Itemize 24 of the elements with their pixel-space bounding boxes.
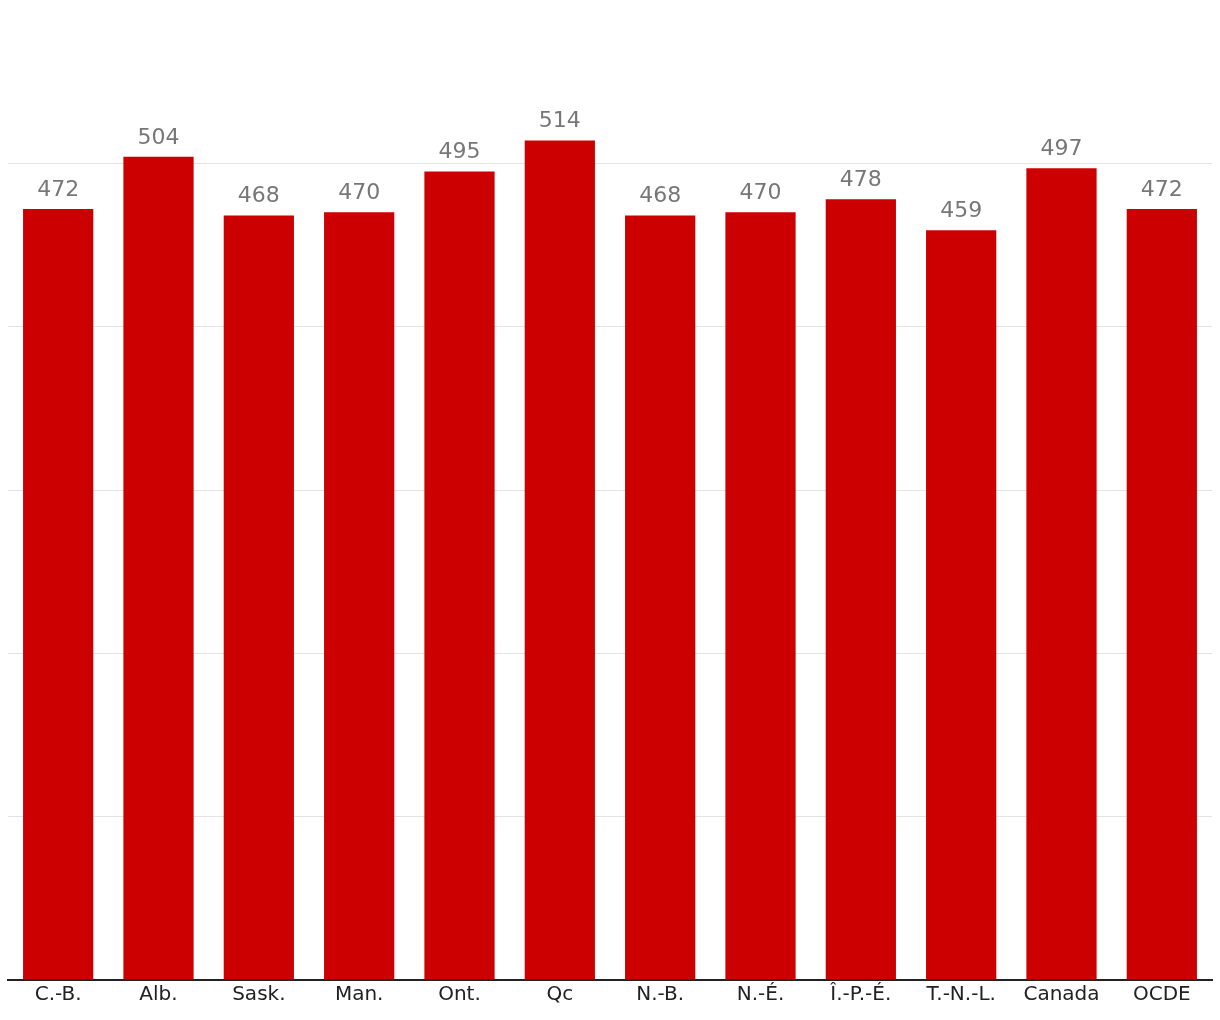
x-tick-label: N.-B. [636, 981, 685, 1006]
data-label: 514 [538, 107, 581, 133]
x-tick-label: Qc [546, 981, 574, 1006]
data-label: 459 [940, 197, 983, 223]
x-tick-label: C.-B. [34, 981, 82, 1006]
data-label: 478 [839, 165, 882, 191]
x-tick-label: Ont. [438, 981, 481, 1006]
data-label: 497 [1040, 134, 1083, 160]
data-label: 472 [37, 175, 80, 201]
x-tick-label: OCDE [1132, 981, 1191, 1006]
data-label: 504 [137, 123, 180, 149]
data-label: 470 [338, 179, 381, 205]
x-tick-label: Canada [1023, 981, 1100, 1006]
x-tick-label: Sask. [232, 981, 286, 1006]
x-tick-label: Man. [334, 981, 384, 1006]
data-label: 472 [1140, 175, 1183, 201]
x-tick-label: Alb. [139, 981, 178, 1006]
data-label: 495 [438, 138, 481, 164]
data-label: 468 [639, 182, 682, 208]
x-tick-label: N.-É. [736, 981, 785, 1006]
data-label: 468 [237, 182, 280, 208]
data-label: 470 [739, 179, 782, 205]
x-tick-label: Î.-P.-É. [829, 981, 892, 1006]
x-tick-label: T.-N.-L. [925, 981, 996, 1006]
